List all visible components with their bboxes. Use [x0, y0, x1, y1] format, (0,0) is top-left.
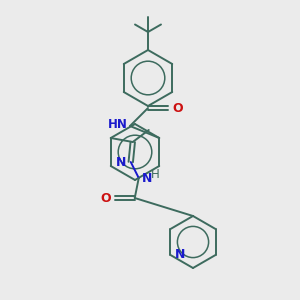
Text: O: O — [172, 101, 183, 115]
Text: O: O — [100, 191, 111, 205]
Text: N: N — [175, 248, 185, 262]
Text: N: N — [116, 157, 126, 169]
Text: HN: HN — [108, 118, 128, 131]
Text: N: N — [142, 172, 152, 184]
Text: H: H — [151, 167, 160, 181]
